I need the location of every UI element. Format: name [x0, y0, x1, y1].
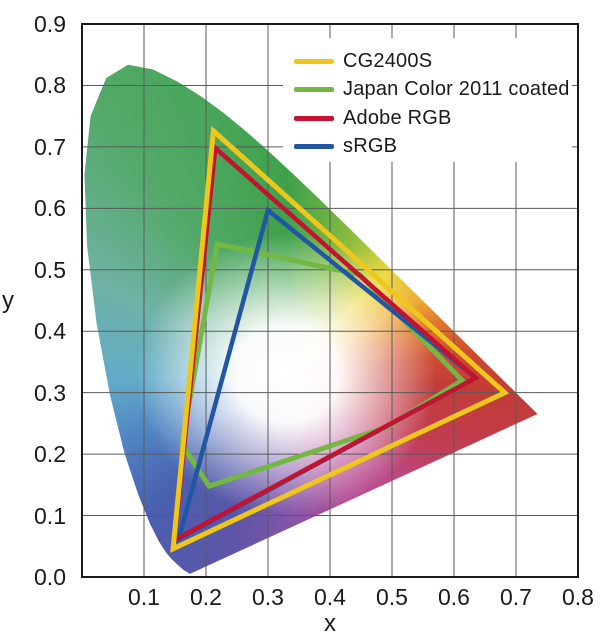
- legend-label: sRGB: [343, 135, 398, 158]
- legend-swatch: [294, 144, 334, 150]
- legend: CG2400S Japan Color 2011 coated Adobe RGB s…: [283, 38, 572, 162]
- x-axis-title: x: [324, 610, 336, 637]
- y-tick-label: 0.4: [34, 318, 66, 345]
- plot-border: [81, 23, 579, 578]
- y-tick-label: 0.1: [34, 502, 66, 529]
- legend-label: Adobe RGB: [343, 106, 452, 129]
- y-tick-label: 0.9: [34, 11, 66, 37]
- x-tick-label: 0.6: [438, 584, 470, 610]
- y-tick-label: 0.8: [34, 72, 66, 99]
- legend-swatch: [294, 115, 334, 121]
- x-tick-label: 0.8: [562, 584, 594, 610]
- y-tick-label: 0.5: [34, 256, 66, 283]
- legend-label: Japan Color 2011 coated: [343, 78, 570, 101]
- legend-swatch: [294, 87, 334, 93]
- x-tick-label: 0.5: [376, 584, 408, 610]
- x-tick-label: 0.7: [500, 584, 532, 610]
- legend-item: Japan Color 2011 coated: [294, 76, 572, 105]
- legend-item: sRGB: [294, 133, 572, 162]
- gamut-polygon-srgb: [175, 206, 480, 544]
- y-tick-label: 0.2: [34, 441, 66, 468]
- x-tick-label: 0.3: [252, 584, 284, 610]
- legend-swatch: [294, 58, 334, 64]
- x-tick-label: 0.4: [314, 584, 346, 610]
- x-tick-label: 0.2: [190, 584, 222, 610]
- legend-label: CG2400S: [343, 49, 433, 72]
- x-tick-label: 0.1: [128, 584, 160, 610]
- gamut-polygon-cg2400s: [170, 125, 510, 553]
- y-tick-label: 0.7: [34, 133, 66, 160]
- y-tick-label: 0.6: [34, 195, 66, 222]
- y-tick-label: 0.0: [34, 564, 66, 590]
- y-axis-title: y: [2, 287, 14, 314]
- legend-item: CG2400S: [294, 47, 572, 76]
- legend-item: Adobe RGB: [294, 104, 572, 133]
- y-tick-label: 0.3: [34, 379, 66, 406]
